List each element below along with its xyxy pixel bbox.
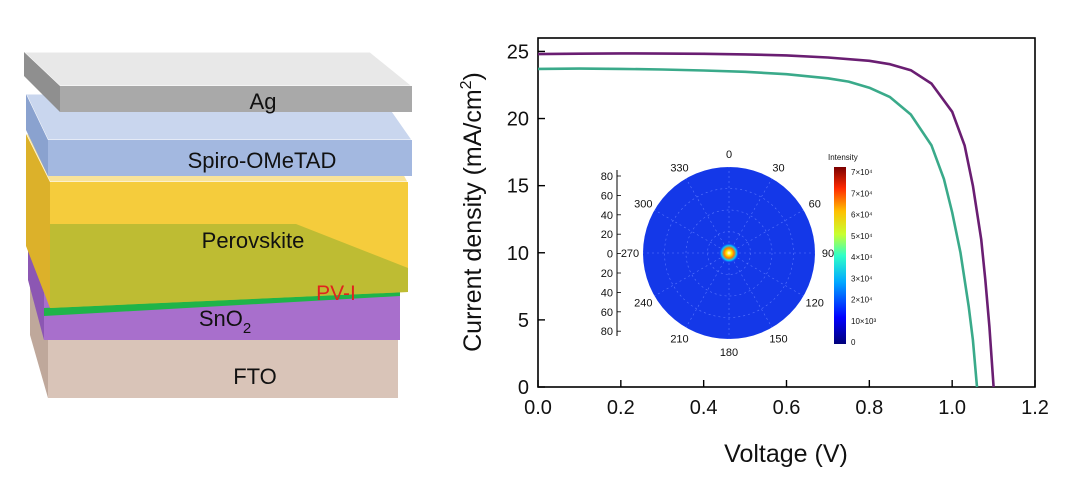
y-tick-label: 25	[507, 41, 529, 63]
polar-spoke	[685, 252, 730, 328]
inset-angle-labels: 0 30 60 90 120 150 180 210 240 270 300 330	[621, 149, 834, 359]
radial-tick-label: 60	[601, 307, 613, 319]
angle-label: 60	[809, 199, 821, 211]
y-axis-title: Current density (mA/cm2)	[458, 72, 487, 352]
radial-tick-label: 40	[601, 210, 613, 222]
polar-spoke	[728, 209, 804, 254]
y-tick-label: 15	[507, 176, 529, 198]
spiro-label: Spiro-OMeTAD	[188, 148, 337, 173]
colorbar-label: 3×10⁴	[851, 274, 873, 283]
perovskite-side-face	[26, 134, 50, 308]
radial-tick-label: 60	[601, 190, 613, 202]
inset-radial-ticks: 80 60 40 20 0 20 40 60 80	[601, 171, 621, 338]
colorbar-label: 0	[851, 338, 856, 347]
sno2-label: SnO2	[199, 306, 251, 337]
x-tick-label: 0.2	[607, 397, 635, 419]
series-lines	[537, 52, 995, 388]
perovskite-translucent-overlap	[50, 224, 408, 308]
y-tick-label: 20	[507, 109, 529, 131]
spiro-front-face	[48, 140, 412, 176]
angle-label: 150	[769, 334, 787, 346]
ag-label: Ag	[250, 89, 277, 114]
inset-polar-heatmap: 80 60 40 20 0 20 40 60 80 0 30 60 90 120 150 180 210 240…	[601, 149, 877, 359]
y-tick-label: 0	[518, 377, 529, 399]
angle-label: 120	[806, 298, 824, 310]
x-tick-label: 1.0	[938, 397, 966, 419]
ag-front-face	[60, 86, 412, 112]
angle-label: 240	[634, 298, 652, 310]
radial-tick-label: 80	[601, 326, 613, 338]
x-tick-label: 0.6	[773, 397, 801, 419]
radial-tick-label: 20	[601, 229, 613, 241]
x-tick-label: 0.8	[855, 397, 883, 419]
polar-spoke	[654, 252, 730, 297]
x-tick-label: 0.0	[524, 397, 552, 419]
colorbar-label: 4×10⁴	[851, 253, 873, 262]
ag-top-face	[22, 51, 414, 87]
ag-side-face	[24, 52, 60, 112]
polar-spoke	[654, 209, 730, 254]
jv-curve-1	[537, 52, 995, 388]
angle-label: 30	[772, 162, 784, 174]
polar-ring	[664, 188, 794, 318]
angle-label: 210	[670, 334, 688, 346]
angle-label: 0	[726, 149, 732, 161]
colorbar-label: 2×10⁴	[851, 296, 873, 305]
angle-label: 180	[720, 347, 738, 359]
pvi-label: PV-I	[316, 282, 356, 305]
colorbar-label: 7×10⁴	[851, 168, 873, 177]
angle-label: 330	[670, 162, 688, 174]
angle-label: 270	[621, 248, 639, 260]
radial-tick-label: 0	[607, 249, 613, 261]
x-tick-label: 1.2	[1021, 397, 1049, 419]
x-axis-title: Voltage (V)	[724, 440, 848, 468]
spiro-side-face	[26, 94, 48, 176]
jv-chart: 0.0 0.2 0.4 0.6 0.8 1.0 1.2 0 5 10 15 20 25 Voltage…	[458, 37, 1049, 468]
angle-label: 300	[634, 199, 652, 211]
x-tick-label: 0.4	[690, 397, 718, 419]
pvi-front-face	[44, 290, 400, 316]
angle-label: 90	[822, 248, 834, 260]
inset-polar-grid	[643, 167, 815, 339]
y-tick-label: 10	[507, 243, 529, 265]
polar-spoke	[685, 178, 730, 254]
inset-hotspot	[719, 243, 739, 263]
colorbar-labels: 7×10⁴ 7×10⁴ 6×10⁴ 5×10⁴ 4×10⁴ 3×10⁴ 2×10⁴ 10×10…	[851, 168, 876, 347]
perovskite-label: Perovskite	[202, 228, 305, 253]
colorbar-label: 5×10⁴	[851, 232, 873, 241]
radial-tick-label: 40	[601, 287, 613, 299]
fto-label: FTO	[233, 364, 277, 389]
radial-tick-label: 20	[601, 268, 613, 280]
y-axis-ticks: 0 5 10 15 20 25	[507, 41, 545, 399]
inset-colorbar	[834, 167, 846, 344]
polar-spoke	[728, 252, 773, 328]
polar-spoke	[728, 252, 804, 297]
device-stack: FTO SnO2 Perovskite PV-I Spiro-O	[22, 51, 414, 398]
colorbar-title: Intensity	[828, 153, 858, 162]
colorbar-label: 10×10³	[851, 317, 876, 326]
radial-tick-label: 80	[601, 171, 613, 183]
y-tick-label: 5	[518, 310, 529, 332]
fto-front-face	[48, 335, 398, 398]
polar-spoke	[728, 178, 773, 254]
polar-ring	[685, 209, 773, 297]
x-axis-ticks: 0.0 0.2 0.4 0.6 0.8 1.0 1.2	[524, 380, 1049, 419]
colorbar-label: 7×10⁴	[851, 189, 873, 198]
jv-curve-2	[537, 67, 979, 388]
ag-layer: Ag	[22, 51, 414, 114]
colorbar-label: 6×10⁴	[851, 211, 873, 220]
